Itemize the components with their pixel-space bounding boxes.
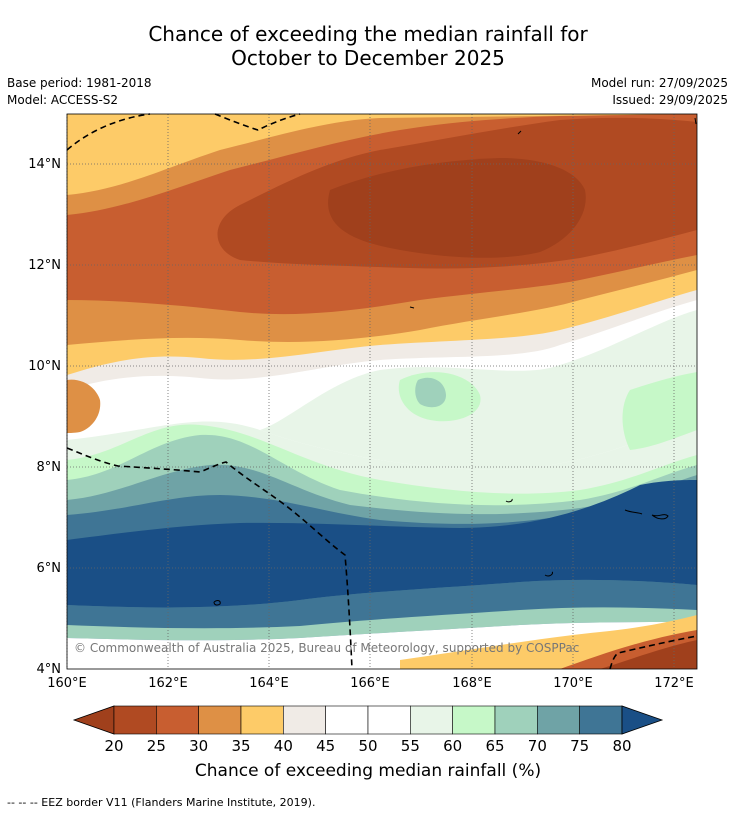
colorbar-tick-label: 60 — [443, 737, 462, 755]
colorbar-bin — [113, 705, 157, 735]
base-period: Base period: 1981-2018 — [7, 76, 152, 90]
y-tick-label: 12°N — [28, 258, 61, 273]
map-title: Chance of exceeding the median rainfall … — [0, 22, 736, 70]
y-tick-label: 10°N — [28, 359, 61, 374]
y-tick-labels: 14°N 12°N 10°N 8°N 6°N 4°N — [28, 157, 61, 677]
colorbar-title: Chance of exceeding median rainfall (%) — [194, 761, 542, 781]
y-tick-label: 8°N — [37, 460, 62, 475]
copyright-notice: © Commonwealth of Australia 2025, Bureau… — [74, 641, 580, 655]
rainfall-probability-field — [67, 114, 697, 669]
y-tick-label: 14°N — [28, 157, 61, 172]
colorbar-tick-label: 35 — [231, 737, 250, 755]
eez-border — [66, 113, 698, 670]
north-20 — [328, 158, 586, 258]
south-20 — [600, 640, 697, 669]
colorbar-tick-label: 25 — [147, 737, 166, 755]
x-tick-label: 172°E — [654, 676, 694, 691]
colorbar-tick-label: 40 — [274, 737, 293, 755]
x-tick-label: 170°E — [553, 676, 593, 691]
mid-70 — [415, 377, 446, 408]
colorbar-tick-label: 80 — [612, 737, 631, 755]
colorbar-tick-label: 50 — [358, 737, 377, 755]
colorbar-tick-label: 75 — [570, 737, 589, 755]
meta-left: Base period: 1981-2018 Model: ACCESS-S2 — [7, 75, 152, 109]
colorbar-bin — [367, 705, 411, 735]
colorbar-bin — [452, 705, 496, 735]
colorbar-tick-label: 65 — [485, 737, 504, 755]
colorbar-arrow-high — [621, 705, 664, 735]
x-tick-label: 168°E — [452, 676, 492, 691]
colorbar-bin — [283, 705, 326, 735]
south-65 — [67, 607, 697, 641]
colorbar-bin — [410, 705, 453, 735]
mid-60 — [260, 310, 697, 470]
colorbar-bin — [325, 705, 369, 735]
colorbar-tick-label: 30 — [189, 737, 208, 755]
colorbar-tick-label: 70 — [528, 737, 547, 755]
colorbar-bin — [537, 705, 580, 735]
issued-date: Issued: 29/09/2025 — [612, 93, 728, 107]
title-line-1: Chance of exceeding the median rainfall … — [148, 22, 588, 46]
colorbar-bin — [198, 705, 242, 735]
colorbar-tick-label: 45 — [316, 737, 335, 755]
eez-legend: -- -- -- EEZ border V11 (Flanders Marine… — [7, 796, 316, 809]
colorbar: 20 25 30 35 40 45 50 55 60 65 70 75 80 — [72, 705, 664, 755]
colorbar-tick-label: 55 — [401, 737, 420, 755]
y-tick-label: 6°N — [37, 561, 62, 576]
model-name: Model: ACCESS-S2 — [7, 93, 119, 107]
graticule — [66, 114, 697, 669]
colorbar-bin — [156, 705, 199, 735]
band-80b — [67, 480, 697, 608]
colorbar-tick-label: 20 — [104, 737, 123, 755]
west-35 — [67, 379, 101, 433]
colorbar-bin — [240, 705, 284, 735]
meta-right: Model run: 27/09/2025 Issued: 29/09/2025 — [591, 75, 728, 109]
colorbar-bin — [494, 705, 538, 735]
islands — [213, 117, 697, 606]
south-75 — [67, 579, 697, 629]
x-tick-label: 166°E — [350, 676, 390, 691]
title-line-2: October to December 2025 — [231, 46, 505, 70]
model-run: Model run: 27/09/2025 — [590, 76, 728, 90]
colorbar-arrow-low — [72, 705, 115, 735]
colorbar-bin — [579, 705, 623, 735]
y-tick-label: 4°N — [37, 662, 62, 677]
map-figure: 160°E 162°E 164°E 166°E 168°E 170°E 172°… — [28, 113, 698, 755]
plot-frame — [66, 113, 698, 670]
mid-65 — [622, 372, 697, 450]
x-tick-label: 160°E — [47, 676, 87, 691]
x-tick-label: 162°E — [148, 676, 188, 691]
x-tick-labels: 160°E 162°E 164°E 166°E 168°E 170°E 172°… — [47, 676, 694, 691]
x-tick-label: 164°E — [249, 676, 289, 691]
